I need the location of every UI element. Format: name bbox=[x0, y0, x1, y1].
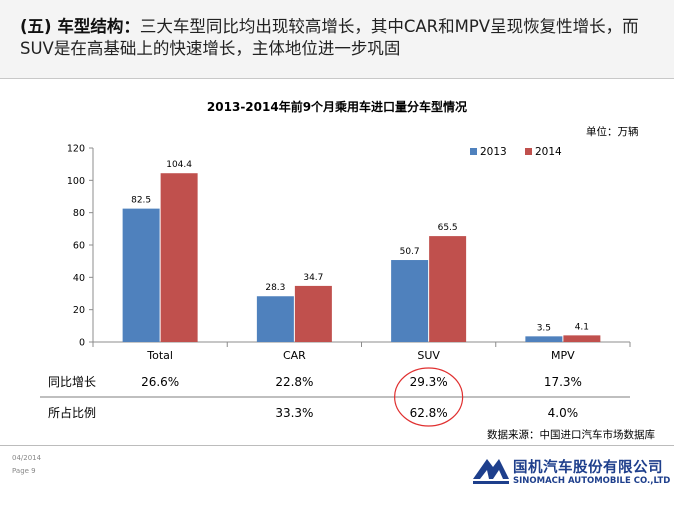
table-row-label: 同比增长 bbox=[48, 375, 96, 389]
footer-page: Page 9 bbox=[12, 467, 36, 475]
header-band: (五) 车型结构：三大车型同比均出现较高增长，其中CAR和MPV呈现恢复性增长，… bbox=[0, 0, 674, 78]
y-tick-label: 20 bbox=[73, 305, 85, 316]
table-cell: 17.3% bbox=[544, 375, 582, 389]
data-label: 28.3 bbox=[265, 283, 285, 293]
y-tick-label: 0 bbox=[79, 338, 85, 349]
footer-date: 04/2014 bbox=[12, 454, 42, 462]
company-name-cn: 国机汽车股份有限公司 bbox=[513, 460, 663, 476]
bar-2014-car bbox=[294, 285, 332, 342]
data-label: 4.1 bbox=[575, 322, 589, 332]
chart-title: 2013-2014年前9个月乘用车进口量分车型情况 bbox=[206, 100, 468, 114]
unit-label: 单位：万辆 bbox=[586, 126, 639, 138]
table-cell: 26.6% bbox=[141, 375, 179, 389]
x-tick-label: Total bbox=[146, 349, 173, 362]
bar-2013-mpv bbox=[525, 336, 563, 342]
legend-label: 2014 bbox=[535, 146, 562, 158]
data-source: 数据来源：中国进口汽车市场数据库 bbox=[487, 429, 655, 441]
header-divider bbox=[0, 78, 674, 79]
data-label: 3.5 bbox=[537, 323, 551, 333]
highlight-ellipse bbox=[394, 367, 464, 427]
x-tick-label: MPV bbox=[551, 349, 575, 362]
x-tick-label: CAR bbox=[283, 349, 306, 362]
legend-label: 2013 bbox=[480, 146, 507, 158]
data-label: 104.4 bbox=[166, 160, 192, 170]
bar-2013-suv bbox=[391, 260, 429, 342]
bar-2014-total bbox=[160, 173, 198, 342]
table-cell: 22.8% bbox=[275, 375, 313, 389]
y-tick-label: 80 bbox=[73, 208, 85, 219]
bar-2013-total bbox=[122, 208, 160, 342]
bar-2014-suv bbox=[429, 236, 467, 342]
footer-divider bbox=[0, 445, 674, 446]
y-tick-label: 40 bbox=[73, 273, 85, 284]
y-tick-label: 120 bbox=[67, 144, 85, 155]
slide-title: (五) 车型结构：三大车型同比均出现较高增长，其中CAR和MPV呈现恢复性增长，… bbox=[20, 16, 660, 60]
table-row-label: 所占比例 bbox=[48, 405, 96, 420]
company-logo-icon bbox=[473, 459, 509, 484]
bar-2014-mpv bbox=[563, 335, 601, 342]
bar-2013-car bbox=[256, 296, 294, 342]
y-tick-label: 100 bbox=[67, 176, 85, 187]
y-tick-label: 60 bbox=[73, 241, 85, 252]
table-cell: 62.8% bbox=[410, 406, 448, 420]
company-name-en: SINOMACH AUTOMOBILE CO.,LTD bbox=[513, 476, 671, 486]
data-label: 65.5 bbox=[438, 223, 458, 233]
table-cell: 29.3% bbox=[410, 375, 448, 389]
table-cell: 4.0% bbox=[548, 406, 579, 420]
data-label: 34.7 bbox=[303, 273, 323, 283]
slide-title-text: 三大车型同比均出现较高增长，其中CAR和MPV呈现恢复性增长，而SUV是在高基础… bbox=[20, 17, 639, 58]
x-tick-label: SUV bbox=[417, 349, 440, 362]
table-cell: 33.3% bbox=[275, 406, 313, 420]
data-label: 50.7 bbox=[400, 247, 420, 257]
slide-title-bold: (五) 车型结构： bbox=[20, 17, 140, 36]
legend-swatch-2013 bbox=[470, 148, 477, 155]
data-label: 82.5 bbox=[131, 196, 151, 206]
legend-swatch-2014 bbox=[525, 148, 532, 155]
